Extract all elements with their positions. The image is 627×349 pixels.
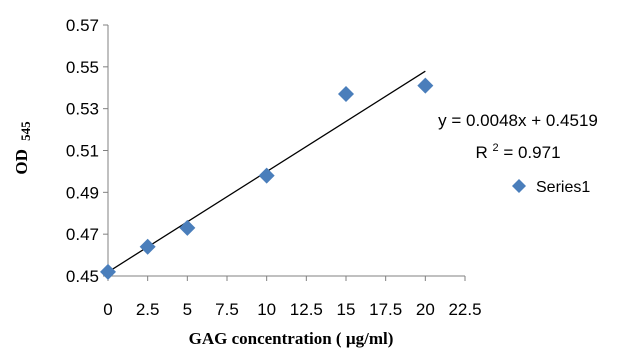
data-point	[100, 263, 116, 280]
data-point	[179, 219, 196, 236]
x-tick-label: 15	[337, 300, 356, 319]
x-tick-label: 20	[416, 300, 435, 319]
x-axis-title: GAG concentration ( µg/ml)	[189, 329, 394, 348]
r-squared-value: = 0.971	[503, 143, 560, 162]
r-squared-prefix: R	[475, 143, 487, 162]
y-axis-title: OD 545	[12, 121, 33, 175]
legend-label-series1: Series1	[536, 179, 590, 196]
data-point	[258, 167, 275, 184]
data-point	[139, 238, 156, 255]
x-tick-label: 10	[257, 300, 276, 319]
data-point	[417, 77, 434, 94]
legend: Series1	[512, 179, 590, 196]
y-tick-label: 0.49	[66, 183, 99, 202]
y-tick-label: 0.57	[66, 16, 99, 35]
y-tick-label: 0.53	[66, 100, 99, 119]
r-squared-sup: 2	[492, 142, 498, 154]
x-tick-label: 5	[183, 300, 192, 319]
r-squared-label: R 2 = 0.971	[475, 136, 560, 162]
x-axis-ticks: 0 2.5 5 7.5 10 12.5 15 17.5 20 22.5	[103, 276, 482, 319]
legend-marker-series1	[512, 179, 526, 193]
x-tick-label: 0	[103, 300, 112, 319]
x-tick-label: 12.5	[290, 300, 323, 319]
x-tick-label: 7.5	[215, 300, 239, 319]
x-tick-label: 2.5	[136, 300, 160, 319]
x-tick-label: 17.5	[369, 300, 402, 319]
data-point	[338, 86, 354, 103]
y-axis-title-subscript: 545	[18, 121, 33, 141]
trendline-equation: y = 0.0048x + 0.4519	[438, 111, 598, 130]
x-tick-label: 22.5	[448, 300, 481, 319]
y-tick-label: 0.51	[66, 142, 99, 161]
svg-text:OD 545: OD 545	[12, 121, 33, 175]
y-tick-label: 0.55	[66, 58, 99, 77]
y-axis-title-main: OD	[12, 149, 31, 175]
y-tick-label: 0.45	[66, 267, 99, 286]
y-tick-label: 0.47	[66, 225, 99, 244]
y-axis-ticks: 0.45 0.47 0.49 0.51 0.53 0.55 0.57	[66, 16, 108, 286]
data-points	[100, 77, 434, 280]
